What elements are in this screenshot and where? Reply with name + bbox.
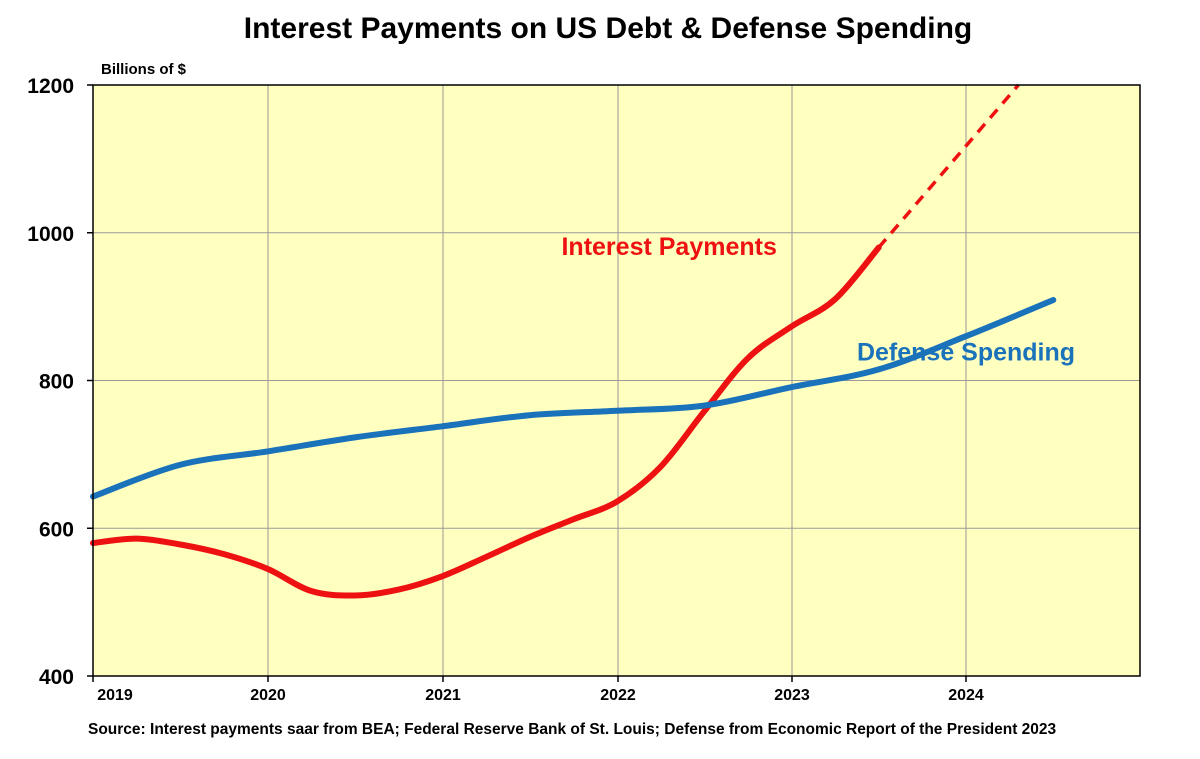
x-axis-ticks: 2019 2020 2021 2022 2023 2024 — [92, 676, 984, 704]
x-tick-label: 2020 — [250, 687, 286, 704]
x-tick-label: 2023 — [774, 687, 810, 704]
x-tick-label: 2021 — [425, 687, 461, 704]
interest-payments-label: Interest Payments — [561, 233, 776, 261]
plot-border — [92, 84, 1141, 677]
x-tick-label: 2022 — [600, 687, 636, 704]
interest-payments-line — [90, 244, 882, 599]
y-axis-ticks: 400 600 800 1000 1200 — [27, 75, 93, 689]
y-tick-label: 600 — [39, 518, 74, 541]
series-lines — [90, 83, 1057, 599]
y-axis-label: Billions of $ — [101, 61, 187, 78]
defense-spending-label: Defense Spending — [857, 339, 1075, 367]
y-tick-label: 1200 — [27, 75, 74, 98]
y-tick-label: 800 — [39, 371, 74, 394]
x-tick-label: 2019 — [97, 687, 133, 704]
chart-title: Interest Payments on US Debt & Defense S… — [243, 12, 973, 45]
defense-spending-line — [90, 296, 1057, 500]
series-labels: Interest Payments Defense Spending — [561, 233, 1075, 367]
y-tick-label: 400 — [39, 666, 74, 689]
y-tick-label: 1000 — [27, 223, 74, 246]
source-note: Source: Interest payments saar from BEA;… — [88, 721, 1057, 738]
interest-payments-projection-line — [877, 83, 1020, 249]
x-tick-label: 2024 — [948, 687, 984, 704]
